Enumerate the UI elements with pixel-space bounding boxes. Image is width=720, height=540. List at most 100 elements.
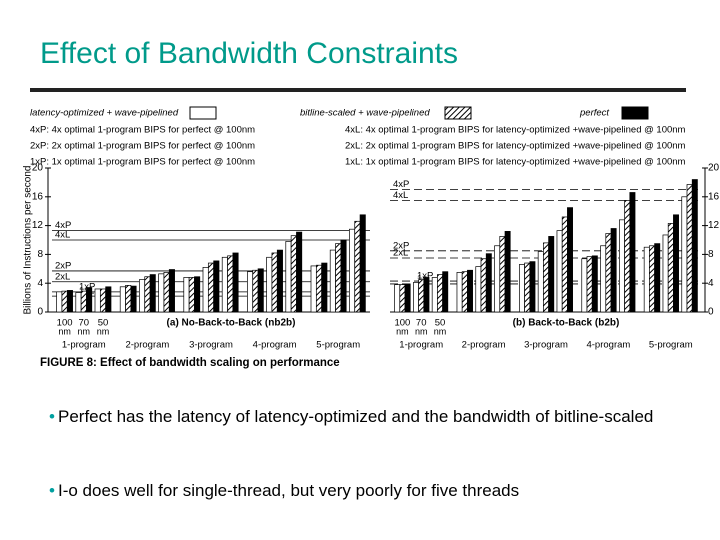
bar	[461, 271, 468, 313]
group-label: 4-program	[253, 340, 297, 351]
group-label: 4-program	[586, 340, 630, 351]
reference-definition: 4xP: 4x optimal 1-program BIPS for perfe…	[30, 125, 255, 136]
bar	[335, 243, 342, 313]
bar	[581, 258, 588, 313]
y-tick-label: 12	[32, 220, 44, 231]
bar	[75, 292, 82, 313]
x-tick-label: 70	[416, 318, 427, 329]
reference-label: 4xL	[55, 230, 70, 241]
y-tick-label: 8	[37, 249, 43, 260]
bar	[485, 253, 492, 313]
reference-label: 2xP	[393, 240, 409, 251]
bar	[329, 249, 336, 313]
bar	[285, 241, 292, 313]
bar	[556, 230, 563, 313]
x-unit-label: nm	[434, 326, 447, 336]
bar	[662, 234, 669, 313]
panel-title: (b) Back-to-Back (b2b)	[513, 318, 620, 329]
bar	[467, 269, 473, 313]
reference-label: 1xP	[417, 271, 433, 282]
bar	[56, 291, 63, 313]
bar	[266, 256, 273, 313]
legend-label: bitline-scaled + wave-pipelined	[300, 108, 430, 119]
legend-swatch	[621, 106, 649, 120]
bar	[61, 290, 68, 313]
y-tick-label: 0	[708, 307, 714, 318]
group-label: 2-program	[462, 340, 506, 351]
x-tick-label: 70	[79, 318, 90, 329]
bar	[399, 284, 406, 313]
bar	[207, 262, 215, 313]
bar	[66, 290, 73, 313]
bar	[504, 231, 511, 313]
bar	[600, 245, 607, 313]
bar	[529, 261, 536, 313]
bar	[480, 258, 487, 313]
reference-label: 2xP	[55, 260, 71, 271]
bar	[431, 277, 438, 313]
reference-label: 4xP	[55, 220, 71, 231]
bar	[354, 220, 361, 313]
bar	[494, 245, 501, 313]
bar	[475, 266, 482, 313]
bar	[125, 285, 132, 313]
bar	[310, 265, 317, 313]
x-tick-label: 100	[57, 318, 73, 329]
bar	[349, 228, 356, 313]
reference-definition: 1xL: 1x optimal 1-program BIPS for laten…	[345, 157, 686, 168]
bar	[130, 285, 137, 313]
x-unit-label: nm	[78, 326, 91, 336]
bar	[105, 286, 112, 313]
bar	[94, 288, 101, 313]
bar	[524, 262, 531, 313]
bar	[247, 271, 254, 313]
bar	[519, 264, 525, 313]
bullet: I-o does well for single-thread, but ver…	[49, 480, 678, 502]
bar	[119, 286, 126, 313]
bar	[567, 207, 573, 313]
group-label: 3-program	[524, 340, 568, 351]
bar	[561, 216, 568, 313]
reference-definition: 2xP: 2x optimal 1-program BIPS for perfe…	[30, 141, 255, 152]
y-tick-label: 20	[32, 163, 44, 174]
reference-definition: 4xL: 4x optimal 1-program BIPS for laten…	[345, 125, 686, 136]
reference-label: 1xP	[79, 281, 95, 292]
bar	[624, 200, 631, 313]
bar	[418, 279, 425, 313]
bar	[257, 268, 264, 313]
bar	[456, 272, 463, 313]
bar	[202, 267, 209, 313]
x-tick-label: 50	[98, 318, 109, 329]
bar	[619, 219, 625, 313]
bar	[99, 288, 107, 313]
bar	[163, 272, 170, 313]
bar	[543, 242, 549, 313]
y-axis-label: Billions of Instructions per second	[23, 166, 34, 315]
y-tick-label: 16	[32, 191, 44, 202]
reference-definition: 2xL: 2x optimal 1-program BIPS for laten…	[345, 141, 686, 152]
group-label: 5-program	[316, 340, 360, 351]
bar	[610, 228, 617, 313]
bar	[673, 214, 679, 313]
group-label: 1-program	[62, 340, 106, 351]
y-tick-label: 16	[708, 191, 720, 202]
bar	[423, 277, 430, 313]
x-tick-label: 50	[435, 318, 446, 329]
bar	[321, 262, 328, 313]
y-tick-label: 12	[708, 220, 720, 231]
slide-title: Effect of Bandwidth Constraints	[40, 37, 458, 70]
x-unit-label: nm	[58, 326, 71, 336]
x-unit-label: nm	[97, 326, 110, 336]
bar	[149, 274, 156, 313]
bar	[227, 255, 234, 313]
bar	[654, 243, 661, 313]
bar	[86, 287, 93, 313]
bar	[168, 269, 175, 313]
bar	[252, 269, 259, 313]
bar	[643, 246, 650, 313]
bar	[232, 252, 239, 313]
bar	[394, 284, 401, 313]
x-unit-label: nm	[415, 326, 428, 336]
y-tick-label: 8	[708, 249, 714, 260]
